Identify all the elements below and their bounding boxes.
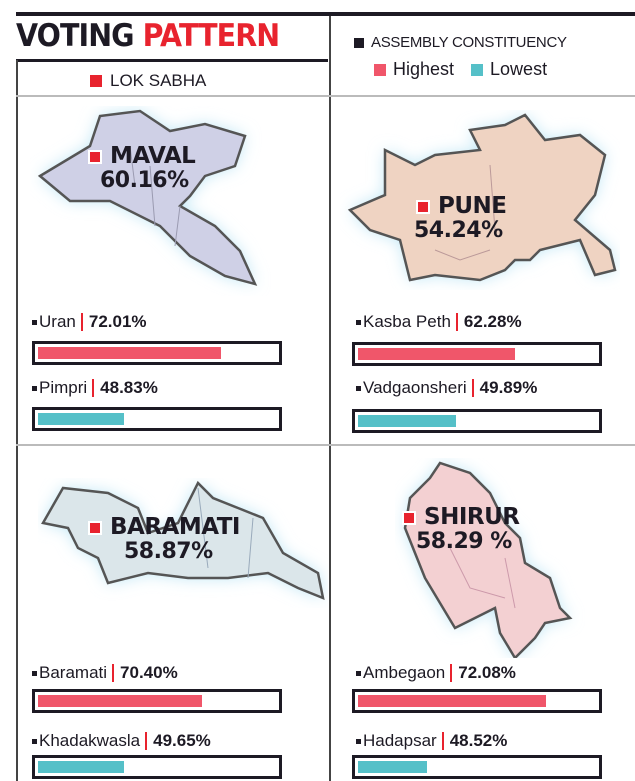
legend-rule (16, 59, 328, 62)
highest-swatch-icon (374, 63, 386, 76)
shirur-lowest-stat: Hadapsar 48.52% (356, 731, 507, 751)
highest-label: Highest (393, 59, 455, 79)
pune-lowest-bar (352, 409, 602, 433)
segment-value: 72.08% (458, 663, 516, 682)
title-part-2: PATTERN (142, 18, 281, 54)
left-border (16, 60, 18, 781)
legend-lok-sabha: LOK SABHA (90, 71, 206, 91)
segment-name: Vadgaonsheri (363, 378, 467, 397)
segment-name: Pimpri (39, 378, 88, 397)
shirur-map (395, 458, 585, 658)
constituency-turnout: 58.87% (124, 539, 213, 564)
assembly-marker-icon (354, 37, 364, 48)
pune-lowest-stat: Vadgaonsheri 49.89% (356, 378, 537, 398)
maval-highest-bar (32, 341, 282, 365)
top-rule (16, 12, 635, 16)
segment-name: Ambegaon (363, 663, 446, 682)
constituency-turnout: 54.24% (414, 218, 503, 243)
shirur-highest-stat: Ambegaon 72.08% (356, 663, 516, 683)
shirur-highest-bar (352, 689, 602, 713)
pune-label: PUNE 54.24% (414, 193, 507, 243)
segment-value: 49.89% (479, 378, 538, 397)
lowest-label: Lowest (490, 59, 548, 79)
segment-name: Hadapsar (363, 731, 437, 750)
constituency-name: MAVAL (110, 143, 196, 169)
pune-highest-bar (352, 342, 602, 366)
lok-sabha-marker-icon (402, 510, 416, 525)
constituency-turnout: 60.16% (100, 168, 189, 193)
segment-value: 70.40% (120, 663, 178, 682)
pune-map (340, 110, 620, 290)
maval-map (30, 106, 280, 296)
segment-value: 62.28% (463, 312, 522, 331)
legend-high-low: Highest Lowest (374, 59, 547, 80)
segment-name: Khadakwasla (39, 731, 141, 750)
segment-value: 48.83% (100, 378, 158, 397)
constituency-name: BARAMATI (110, 514, 241, 540)
baramati-lowest-stat: Khadakwasla 49.65% (32, 731, 211, 751)
baramati-lowest-bar (32, 755, 282, 779)
maval-highest-stat: Uran 72.01% (32, 312, 147, 332)
segment-value: 48.52% (449, 731, 508, 750)
shirur-lowest-bar (352, 755, 602, 779)
maval-lowest-stat: Pimpri 48.83% (32, 378, 158, 398)
center-divider (329, 16, 331, 781)
row-divider (16, 444, 635, 446)
segment-value: 72.01% (88, 312, 147, 331)
constituency-turnout: 58.29 % (416, 529, 512, 554)
lok-sabha-marker-icon (90, 75, 102, 87)
segment-name: Uran (39, 312, 76, 331)
baramati-label: BARAMATI 58.87% (88, 514, 241, 564)
legend-assembly: ASSEMBLY CONSTITUENCY (354, 34, 567, 51)
segment-value: 49.65% (153, 731, 211, 750)
constituency-name: SHIRUR (424, 504, 520, 530)
segment-name: Baramati (39, 663, 108, 682)
segment-name: Kasba Peth (363, 312, 451, 331)
chart-title: VOTING PATTERN (16, 18, 281, 54)
pune-highest-stat: Kasba Peth 62.28% (356, 312, 522, 332)
baramati-map (38, 478, 328, 608)
maval-lowest-bar (32, 407, 282, 431)
lok-sabha-marker-icon (416, 199, 430, 214)
assembly-label: ASSEMBLY CONSTITUENCY (371, 34, 567, 51)
maval-label: MAVAL 60.16% (88, 143, 196, 193)
baramati-highest-bar (32, 689, 282, 713)
title-part-1: VOTING (16, 18, 135, 54)
shirur-label: SHIRUR 58.29 % (402, 504, 520, 554)
lok-sabha-label: LOK SABHA (110, 71, 207, 90)
baramati-highest-stat: Baramati 70.40% (32, 663, 178, 683)
lowest-swatch-icon (471, 63, 484, 76)
constituency-name: PUNE (438, 193, 507, 219)
lok-sabha-marker-icon (88, 149, 102, 164)
header-divider (16, 95, 635, 97)
lok-sabha-marker-icon (88, 520, 102, 535)
